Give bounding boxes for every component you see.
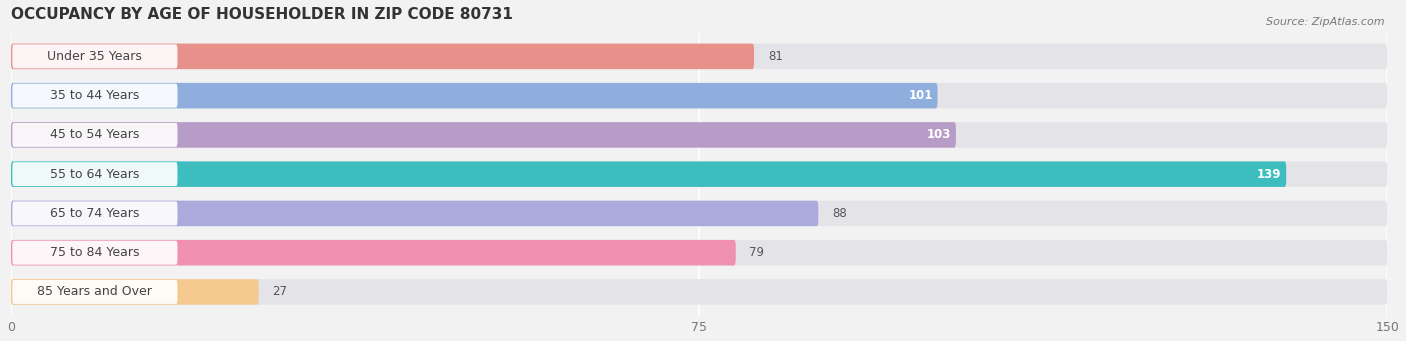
- Text: 65 to 74 Years: 65 to 74 Years: [51, 207, 139, 220]
- Text: Under 35 Years: Under 35 Years: [48, 50, 142, 63]
- Text: 75 to 84 Years: 75 to 84 Years: [51, 246, 139, 259]
- Text: 81: 81: [768, 50, 783, 63]
- Text: 103: 103: [927, 129, 952, 142]
- FancyBboxPatch shape: [11, 83, 938, 108]
- FancyBboxPatch shape: [11, 83, 1388, 108]
- Text: 27: 27: [273, 285, 287, 298]
- Text: 55 to 64 Years: 55 to 64 Years: [51, 168, 139, 181]
- FancyBboxPatch shape: [11, 161, 1388, 187]
- FancyBboxPatch shape: [11, 201, 818, 226]
- Text: OCCUPANCY BY AGE OF HOUSEHOLDER IN ZIP CODE 80731: OCCUPANCY BY AGE OF HOUSEHOLDER IN ZIP C…: [11, 7, 513, 22]
- Text: Source: ZipAtlas.com: Source: ZipAtlas.com: [1267, 17, 1385, 27]
- FancyBboxPatch shape: [13, 123, 177, 147]
- FancyBboxPatch shape: [11, 122, 1388, 148]
- FancyBboxPatch shape: [13, 280, 177, 304]
- FancyBboxPatch shape: [11, 240, 735, 265]
- FancyBboxPatch shape: [13, 162, 177, 186]
- FancyBboxPatch shape: [13, 202, 177, 225]
- FancyBboxPatch shape: [13, 241, 177, 265]
- FancyBboxPatch shape: [13, 44, 177, 68]
- FancyBboxPatch shape: [13, 84, 177, 108]
- Text: 101: 101: [908, 89, 934, 102]
- FancyBboxPatch shape: [11, 279, 259, 305]
- FancyBboxPatch shape: [11, 240, 1388, 265]
- FancyBboxPatch shape: [11, 161, 1286, 187]
- FancyBboxPatch shape: [11, 44, 754, 69]
- FancyBboxPatch shape: [11, 122, 956, 148]
- Text: 45 to 54 Years: 45 to 54 Years: [51, 129, 139, 142]
- FancyBboxPatch shape: [11, 44, 1388, 69]
- FancyBboxPatch shape: [11, 279, 1388, 305]
- Text: 139: 139: [1257, 168, 1282, 181]
- Text: 35 to 44 Years: 35 to 44 Years: [51, 89, 139, 102]
- Text: 85 Years and Over: 85 Years and Over: [38, 285, 152, 298]
- Text: 79: 79: [749, 246, 765, 259]
- Text: 88: 88: [832, 207, 846, 220]
- FancyBboxPatch shape: [11, 201, 1388, 226]
